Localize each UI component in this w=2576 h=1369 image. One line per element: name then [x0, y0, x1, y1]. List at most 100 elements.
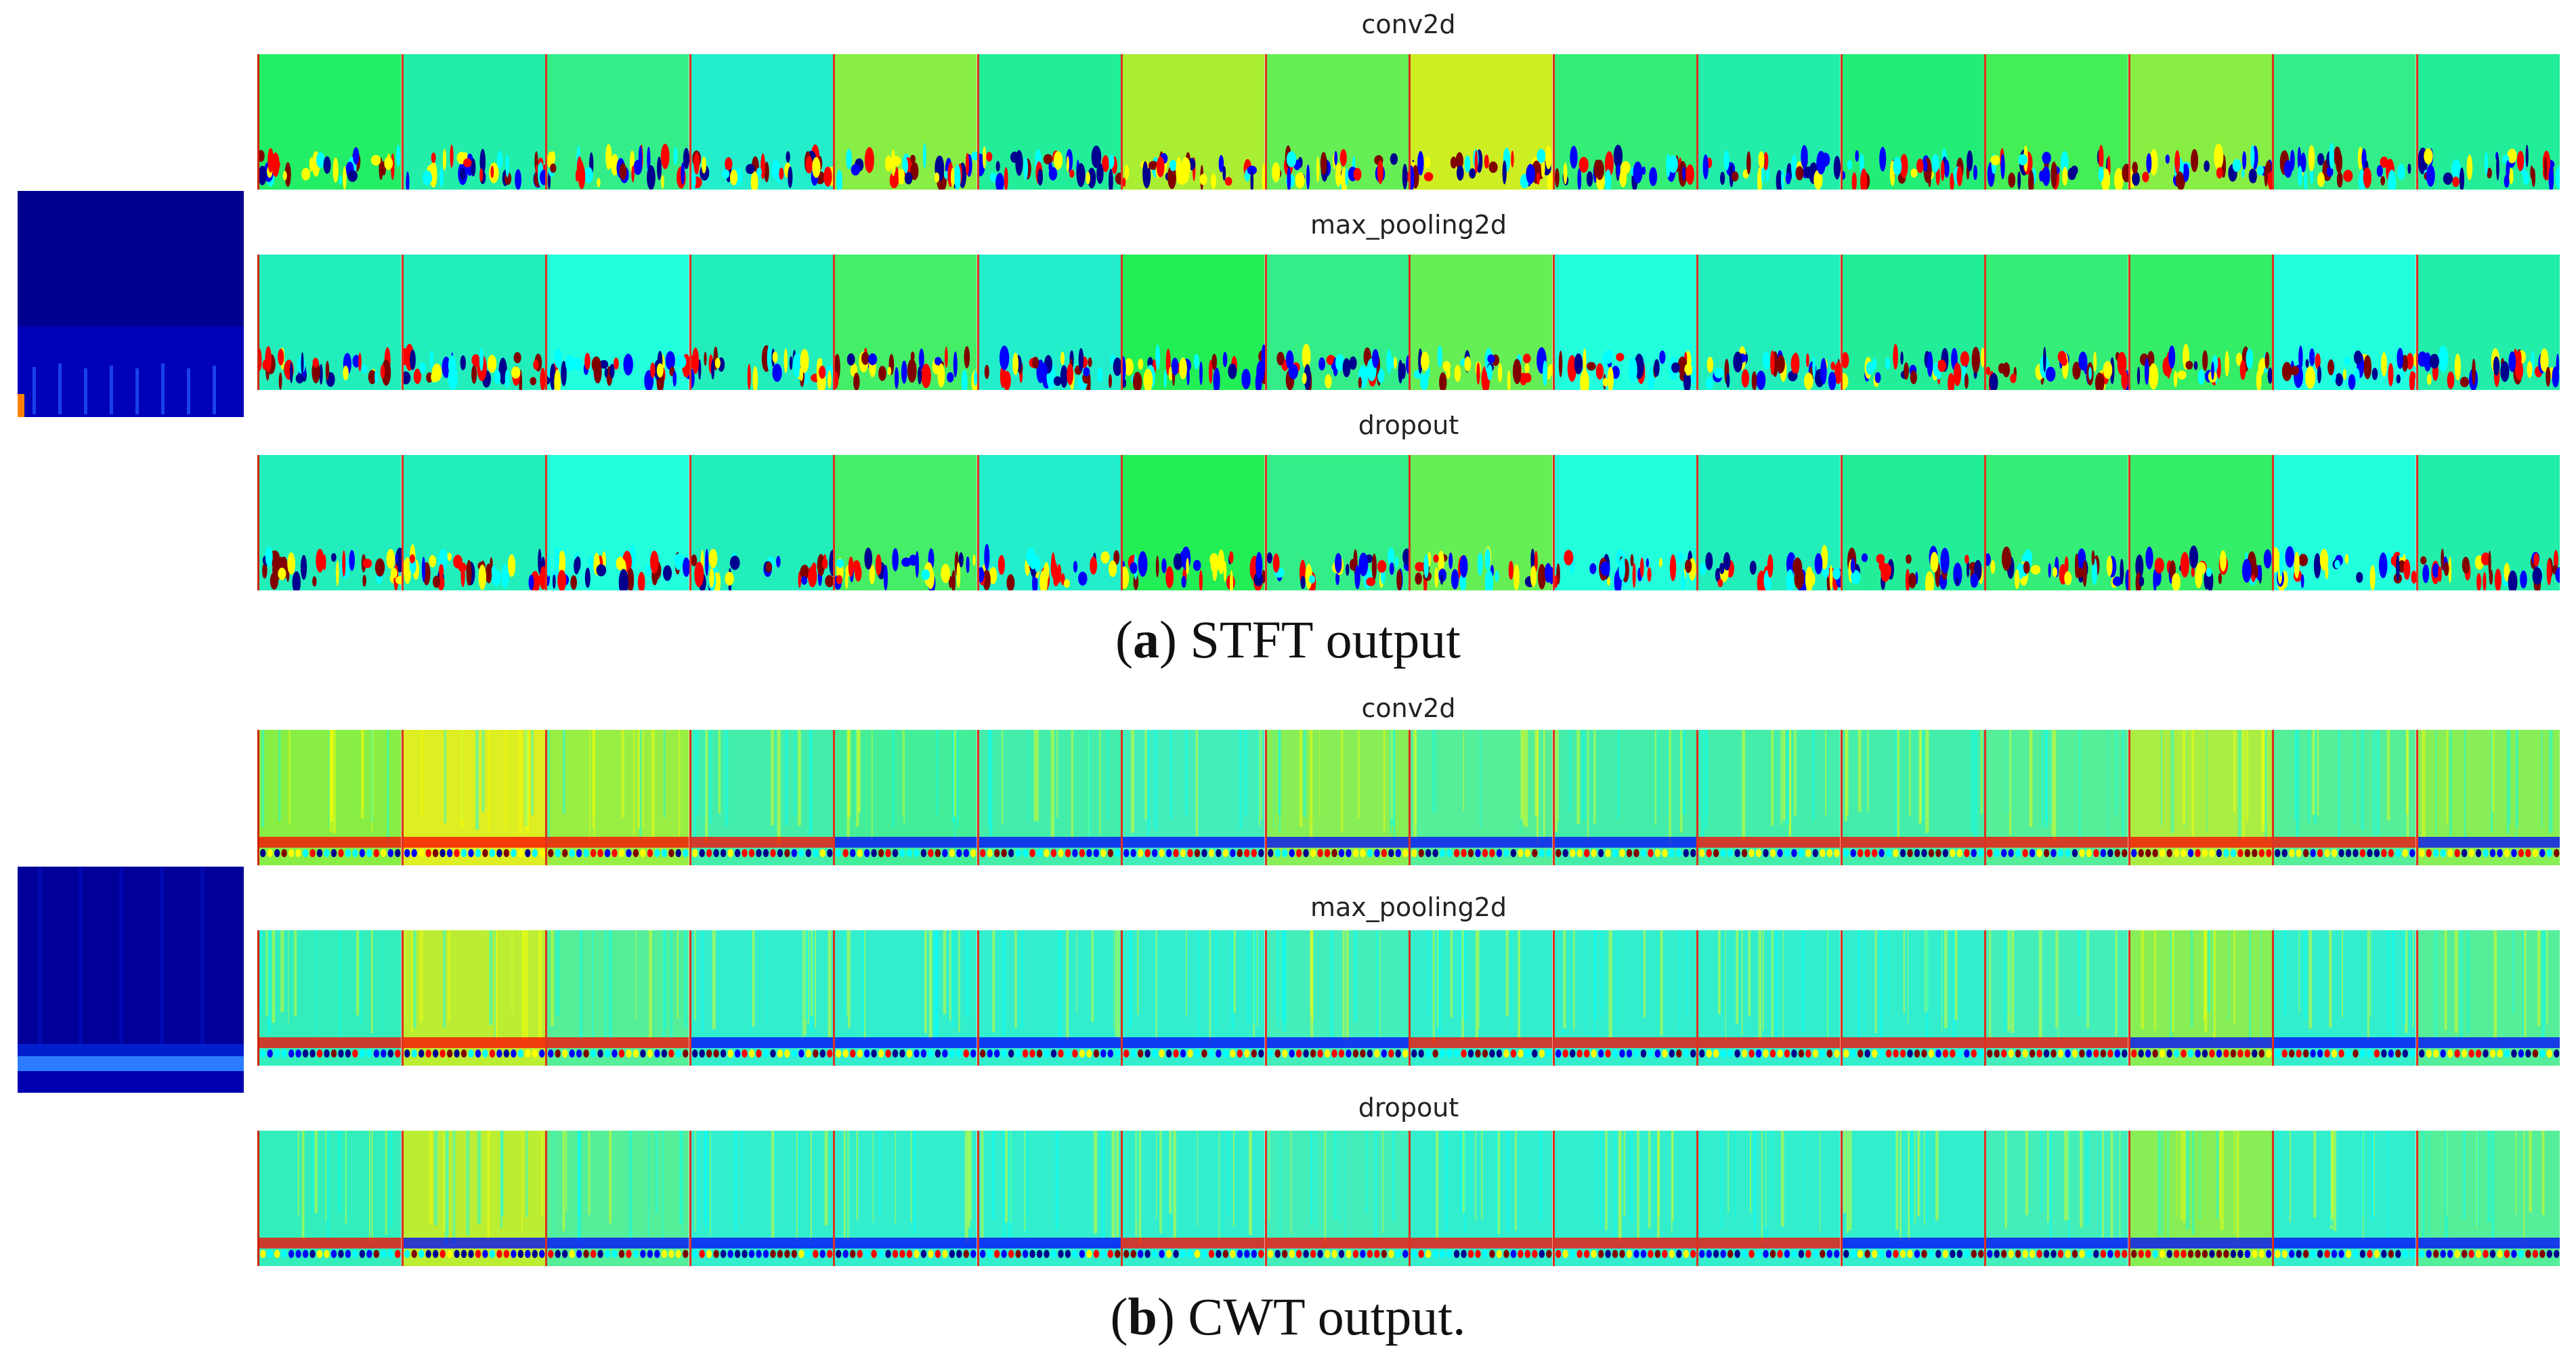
feature-map-tile	[257, 255, 402, 390]
feature-map-tile	[545, 730, 689, 865]
feature-map-tile	[1121, 1131, 1265, 1266]
feature-map-tile	[1121, 455, 1265, 590]
feature-map-image	[2130, 930, 2272, 1066]
feature-map-image	[835, 54, 977, 190]
feature-map-image	[1698, 730, 1841, 865]
feature-map-image	[835, 1131, 977, 1266]
feature-map-image	[1554, 930, 1696, 1066]
feature-map-tile	[1409, 255, 1553, 390]
feature-map-tile	[1696, 730, 1841, 865]
cwt-input-scalogram	[18, 867, 244, 1093]
feature-map-tile	[1121, 54, 1265, 190]
feature-map-image	[1698, 930, 1841, 1066]
stft-caption-letter: a	[1133, 610, 1159, 669]
feature-map-tile	[257, 455, 402, 590]
feature-map-tile	[833, 455, 977, 590]
feature-map-tile	[545, 1131, 689, 1266]
feature-map-image	[1411, 930, 1553, 1066]
feature-map-image	[1411, 455, 1553, 590]
stft-dropout-feature-maps	[257, 455, 2560, 590]
feature-map-image	[2418, 455, 2560, 590]
cwt-conv2d-label: conv2d	[1361, 693, 1456, 723]
feature-map-image	[1842, 255, 1984, 390]
feature-map-tile	[1264, 730, 1409, 865]
feature-map-tile	[257, 54, 402, 190]
feature-map-tile	[1840, 1131, 1984, 1266]
feature-map-tile	[1264, 255, 1409, 390]
feature-map-tile	[2272, 930, 2416, 1066]
feature-map-tile	[257, 730, 402, 865]
feature-map-tile	[401, 455, 545, 590]
feature-map-tile	[976, 930, 1121, 1066]
feature-map-image	[259, 730, 402, 865]
feature-map-image	[2274, 455, 2416, 590]
feature-map-tile	[545, 455, 689, 590]
feature-map-image	[1698, 255, 1841, 390]
feature-map-tile	[833, 730, 977, 865]
feature-map-tile	[1552, 730, 1696, 865]
feature-map-tile	[2272, 54, 2416, 190]
feature-map-tile	[1552, 455, 1696, 590]
feature-map-tile	[1984, 930, 2128, 1066]
stft-caption-text: STFT output	[1190, 610, 1461, 669]
feature-map-tile	[2128, 930, 2272, 1066]
feature-map-image	[1266, 54, 1409, 190]
feature-map-image	[1123, 255, 1265, 390]
feature-map-tile	[2272, 255, 2416, 390]
feature-map-image	[547, 730, 689, 865]
feature-map-tile	[401, 54, 545, 190]
feature-map-image	[1123, 54, 1265, 190]
feature-map-image	[403, 255, 545, 390]
feature-map-tile	[2416, 54, 2560, 190]
feature-map-tile	[1696, 455, 1841, 590]
feature-map-image	[2274, 930, 2416, 1066]
feature-map-tile	[1984, 455, 2128, 590]
feature-map-tile	[833, 930, 977, 1066]
feature-map-tile	[1552, 1131, 1696, 1266]
feature-map-tile	[1409, 930, 1553, 1066]
feature-map-tile	[1840, 730, 1984, 865]
feature-map-tile	[976, 455, 1121, 590]
feature-map-tile	[976, 54, 1121, 190]
feature-map-image	[1986, 455, 2128, 590]
feature-map-tile	[1264, 1131, 1409, 1266]
feature-map-image	[2418, 1131, 2560, 1266]
feature-map-tile	[257, 930, 402, 1066]
feature-map-image	[2274, 54, 2416, 190]
feature-map-image	[1698, 1131, 1841, 1266]
feature-map-image	[259, 930, 402, 1066]
feature-map-image	[691, 455, 833, 590]
feature-map-tile	[2416, 930, 2560, 1066]
feature-map-image	[1842, 455, 1984, 590]
feature-map-image	[1411, 255, 1553, 390]
feature-map-tile	[1840, 54, 1984, 190]
feature-map-image	[2274, 255, 2416, 390]
feature-map-image	[691, 930, 833, 1066]
feature-map-tile	[2416, 730, 2560, 865]
feature-map-tile	[545, 54, 689, 190]
feature-map-image	[835, 930, 977, 1066]
feature-map-image	[1842, 54, 1984, 190]
feature-map-tile	[257, 1131, 402, 1266]
cwt-dropout-label: dropout	[1358, 1093, 1459, 1123]
cwt-caption: (b) CWT output.	[1110, 1287, 1466, 1346]
feature-map-image	[2418, 54, 2560, 190]
feature-map-image	[1842, 730, 1984, 865]
feature-map-tile	[2272, 455, 2416, 590]
feature-map-image	[1123, 1131, 1265, 1266]
feature-map-tile	[545, 930, 689, 1066]
feature-map-image	[2418, 255, 2560, 390]
cwt-max-pooling2d-label: max_pooling2d	[1310, 892, 1507, 922]
feature-map-image	[1554, 730, 1696, 865]
feature-map-tile	[689, 930, 833, 1066]
feature-map-image	[691, 255, 833, 390]
feature-map-tile	[1984, 255, 2128, 390]
feature-map-tile	[976, 255, 1121, 390]
feature-map-image	[1123, 730, 1265, 865]
feature-map-tile	[2272, 730, 2416, 865]
feature-map-image	[403, 455, 545, 590]
feature-map-image	[2130, 54, 2272, 190]
feature-map-image	[691, 1131, 833, 1266]
feature-map-image	[979, 1131, 1121, 1266]
feature-map-image	[1842, 930, 1984, 1066]
